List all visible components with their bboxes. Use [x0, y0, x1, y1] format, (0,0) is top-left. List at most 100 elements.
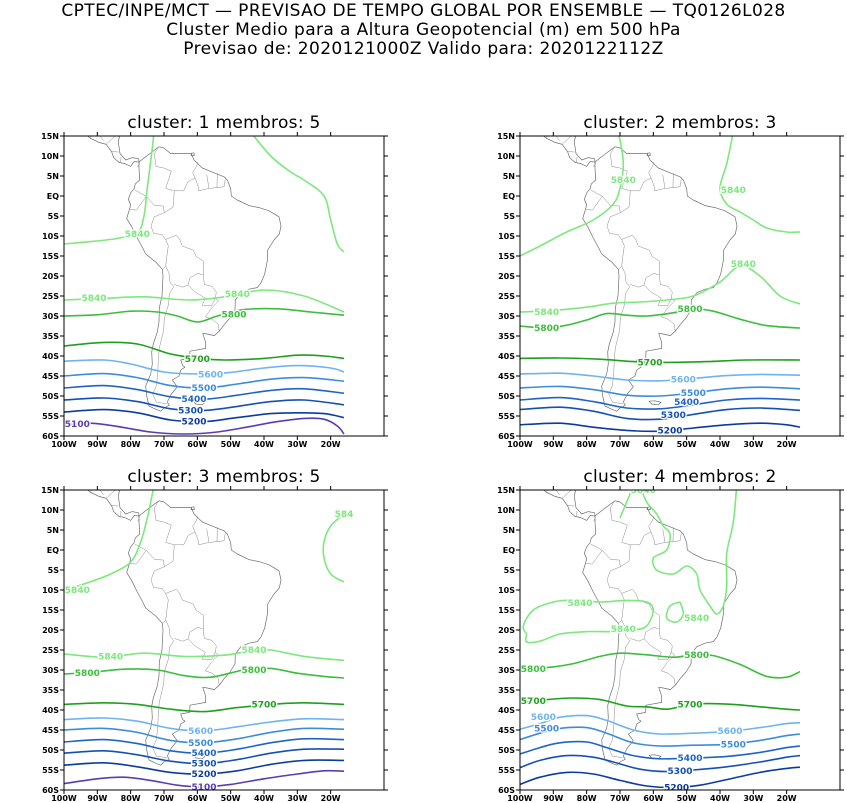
country-border: [661, 316, 676, 332]
country-border: [661, 652, 676, 671]
contour-label: 5600: [717, 727, 742, 737]
country-border: [216, 533, 226, 542]
country-border: [165, 234, 204, 288]
lat-label: 25S: [42, 292, 59, 301]
contour-label: 5800: [677, 305, 702, 315]
country-border: [650, 174, 666, 192]
country-border: [205, 298, 220, 317]
coastline-central-america: [87, 490, 140, 521]
lat-label: 15S: [42, 606, 59, 615]
panel-2-map: 5840 5840 5840 5840 5800 5800 5700 5600 55005400…: [497, 132, 844, 449]
contour-label: 5400: [677, 754, 702, 764]
country-border: [205, 670, 220, 686]
contour-label: 5700: [637, 358, 662, 368]
country-border: [194, 174, 210, 192]
contour-line-5500: [520, 726, 801, 747]
country-border: [650, 528, 666, 546]
contour-label: 5100: [191, 783, 216, 793]
contour-line-5400: [64, 737, 345, 755]
lon-label: 80W: [121, 794, 141, 803]
map-area: 5840 5840 5840 5840 5800 5800 5700 5700 5600 5600…: [520, 490, 840, 794]
lat-label: 40S: [42, 352, 59, 361]
map-frame: [519, 135, 841, 437]
lat-label: 45S: [42, 372, 59, 381]
coastline-central-america: [543, 136, 596, 167]
contour-label: 5600: [198, 370, 223, 380]
contour-label: 584: [335, 510, 354, 520]
lat-label: EQ: [47, 192, 59, 201]
lat-label: 60S: [498, 432, 515, 441]
lon-label: 50W: [677, 794, 697, 803]
lon-label: 90W: [87, 794, 107, 803]
lat-label: 45S: [498, 726, 515, 735]
contour-line-5840: [64, 289, 345, 313]
lat-label: 5N: [47, 172, 59, 181]
lat-label: 5S: [504, 212, 516, 221]
country-border: [106, 490, 115, 499]
contour-label: 5200: [664, 784, 689, 794]
country-border: [562, 136, 571, 145]
lat-label: 45S: [42, 726, 59, 735]
country-border: [644, 629, 673, 660]
contour-label: 5840: [731, 260, 756, 270]
lon-label: 50W: [677, 440, 697, 449]
country-border: [621, 234, 660, 288]
lon-label: 30W: [287, 440, 307, 449]
country-border: [106, 136, 115, 145]
coastline-island: [646, 152, 651, 156]
map-frame: [519, 489, 841, 791]
country-border: [608, 619, 631, 759]
lat-label: 50S: [42, 392, 59, 401]
lat-label: 55S: [42, 766, 59, 775]
lon-label: 20W: [321, 440, 341, 449]
lon-label: 80W: [577, 440, 597, 449]
lon-label: 100W: [51, 440, 77, 449]
country-border: [194, 528, 210, 546]
contour-label: 5800: [241, 666, 266, 676]
contour-label: 5500: [721, 740, 746, 750]
country-border: [664, 173, 674, 189]
contour-label: 5840: [721, 186, 746, 196]
country-border: [610, 148, 631, 214]
contour-line-5800: [64, 307, 345, 323]
contour-line-5100: [64, 417, 345, 435]
lat-label: EQ: [47, 546, 59, 555]
lon-label: 20W: [321, 794, 341, 803]
lat-label: 5N: [47, 526, 59, 535]
lat-label: 10S: [42, 232, 59, 241]
contour-line-5700: [64, 701, 345, 713]
lat-label: 10S: [498, 232, 515, 241]
coastline-south-america: [582, 500, 738, 766]
map-frame: [63, 489, 385, 791]
country-border: [205, 316, 220, 332]
coastline-falklands: [192, 400, 206, 406]
country-border: [672, 179, 682, 188]
contour-line-5840: [640, 490, 738, 615]
country-border: [188, 629, 217, 660]
contour-line-5840: [619, 490, 633, 519]
lon-label: 20W: [777, 440, 797, 449]
lat-label: 30S: [42, 666, 59, 675]
lat-label: 30S: [498, 666, 515, 675]
contour-line-5840: [665, 601, 685, 623]
country-border: [154, 502, 175, 568]
contour-label: 5200: [191, 770, 216, 780]
contour-label: 5700: [521, 697, 546, 707]
country-border: [216, 179, 226, 188]
contour-label: 5100: [65, 420, 90, 430]
contour-line-5100: [64, 769, 345, 788]
contour-label: 5600: [531, 713, 556, 723]
country-border: [137, 516, 140, 522]
contour-label: 5840: [567, 599, 592, 609]
coastline-island: [646, 506, 651, 510]
country-border: [562, 490, 571, 499]
country-border: [150, 566, 169, 624]
contour-label: 5500: [191, 384, 216, 394]
lat-label: 60S: [498, 786, 515, 795]
country-border: [134, 189, 165, 213]
country-border: [590, 543, 621, 567]
lat-label: 50S: [42, 746, 59, 755]
country-border: [608, 265, 631, 405]
coastline-south-america: [582, 146, 738, 412]
